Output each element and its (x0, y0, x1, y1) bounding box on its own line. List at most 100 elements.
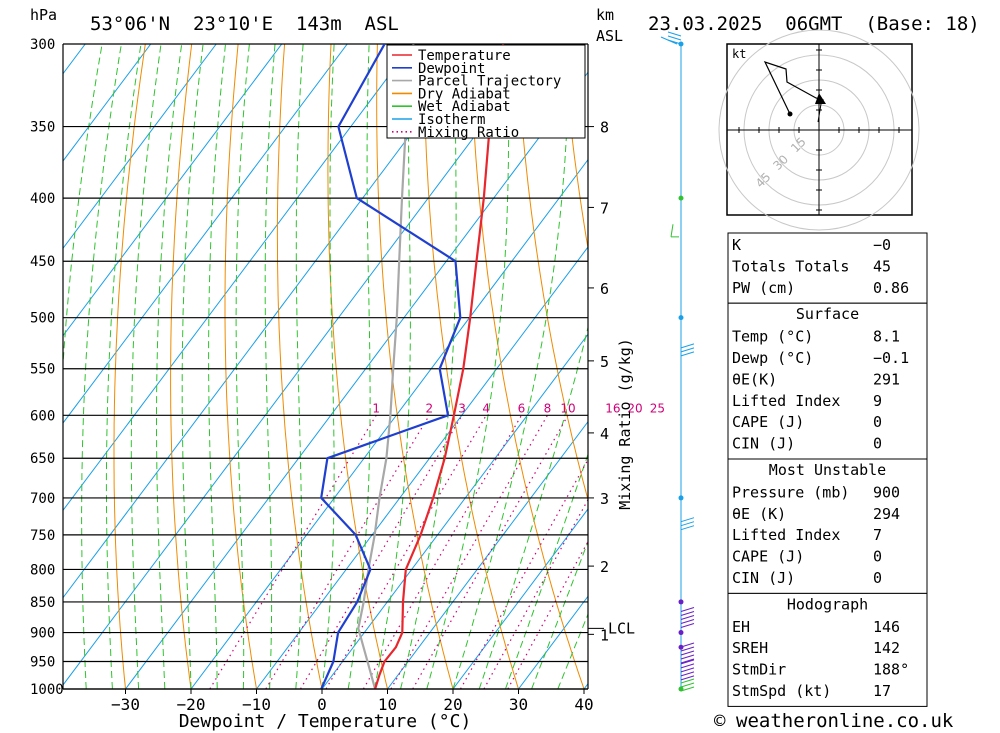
mixing-ratio-label: 8 (544, 401, 552, 415)
lcl-label: LCL (608, 619, 635, 637)
isotherm-line (452, 508, 588, 689)
hodograph-table-row-label: SREH (732, 639, 768, 657)
basic-indices-row-value: 45 (873, 257, 891, 275)
hodograph-table-row-label: StmDir (732, 661, 786, 679)
wind-barb (680, 646, 695, 652)
dewpoint-series (320, 44, 462, 689)
surface-table-row-label: CAPE (J) (732, 413, 804, 431)
wind-barb (667, 35, 682, 41)
wind-barb (680, 618, 695, 624)
wet-adiabat-line (181, 44, 204, 689)
wet-adiabat-line (531, 540, 588, 689)
isotherm-line (63, 44, 479, 599)
wet-adiabat-line (105, 44, 142, 689)
x-tick-label: 20 (443, 695, 462, 714)
mixing-ratio-line (209, 414, 377, 689)
basic-indices-row-value: 0.86 (873, 279, 909, 297)
copyright-symbol: © (714, 710, 726, 732)
km-tick-label: 8 (600, 119, 609, 137)
surface-table-row-value: 9 (873, 392, 882, 410)
wind-barb (680, 521, 695, 527)
most-unstable-table-row-value: 7 (873, 526, 882, 544)
wind-barb (680, 658, 695, 664)
mixing-ratio-label: 10 (560, 401, 575, 415)
pressure-tick-label: 300 (30, 37, 55, 53)
dry-adiabat-line (113, 44, 146, 689)
hodograph-surface-dot (787, 111, 793, 117)
most-unstable-table-row-value: 0 (873, 548, 882, 566)
wind-level-dot (678, 315, 684, 321)
asl-unit-label: ASL (596, 27, 623, 45)
wind-barb (680, 610, 695, 616)
hodograph-storm-vector (817, 103, 822, 123)
legend-label: Mixing Ratio (418, 125, 519, 141)
pressure-tick-label: 450 (30, 254, 55, 270)
pressure-tick-label: 1000 (30, 682, 64, 698)
wind-barb (680, 343, 695, 349)
pressure-tick-label: 400 (30, 191, 55, 207)
surface-table-box (727, 302, 928, 460)
wind-level-dot (678, 195, 684, 201)
wind-barb (680, 663, 695, 669)
x-tick-label: −30 (111, 695, 140, 714)
pressure-unit-label: hPa (30, 6, 57, 24)
wind-barb (680, 614, 695, 620)
dry-adiabat-line (224, 44, 257, 689)
wet-adiabat-line (295, 44, 304, 689)
hodograph-table-row-value: 17 (873, 682, 891, 700)
isotherm-line (321, 333, 588, 689)
hodograph-table-box (727, 592, 928, 707)
location-label: 53°06'N 23°10'E 143m ASL (90, 13, 399, 35)
legend-label: Wet Adiabat (418, 99, 511, 115)
x-tick-label: 0 (317, 695, 327, 714)
surface-table-row-label: CIN (J) (732, 435, 795, 453)
most-unstable-table-row-label: Pressure (mb) (732, 483, 849, 501)
wind-level-dot (678, 599, 684, 605)
surface-table-row-value: 291 (873, 370, 900, 388)
wind-level-dot (678, 644, 684, 650)
most-unstable-table-row-label: θE (K) (732, 505, 786, 523)
wind-barb (680, 659, 695, 665)
hodograph-storm-marker (815, 93, 826, 104)
pressure-tick-label: 950 (30, 655, 55, 671)
wind-barb (680, 678, 695, 684)
pressure-tick-label: 850 (30, 595, 55, 611)
wind-barb (680, 517, 695, 523)
most-unstable-table-row-value: 0 (873, 569, 882, 587)
basic-indices-row-label: Totals Totals (732, 257, 849, 275)
dry-adiabat-line (562, 44, 588, 251)
wind-barb (680, 606, 695, 612)
hodograph-unit-label: kt (732, 47, 746, 61)
dry-adiabat-line (934, 44, 1000, 689)
surface-table-row-value: 8.1 (873, 328, 900, 346)
wind-barb (680, 667, 695, 673)
wind-level-dot (678, 495, 684, 501)
skew-t-plot (63, 43, 1000, 690)
pressure-tick-label: 500 (30, 311, 55, 327)
x-tick-label: −20 (177, 695, 206, 714)
wind-barb (680, 642, 695, 648)
mixing-ratio-line (299, 414, 463, 689)
surface-table-title: Surface (796, 305, 859, 323)
km-tick-label: 1 (600, 626, 609, 644)
km-tick-label: 7 (600, 199, 609, 217)
surface-table-row-value: 0 (873, 435, 882, 453)
hodograph-table-row-value: 142 (873, 639, 900, 657)
mixing-ratio-line (265, 414, 430, 689)
wind-barb (670, 224, 674, 237)
wind-barb (680, 622, 695, 628)
wind-barb (680, 654, 695, 660)
wind-barb (667, 39, 682, 45)
wind-level-dot (678, 630, 684, 636)
wet-adiabat-line (452, 44, 570, 689)
wind-profile (660, 31, 695, 692)
x-tick-label: −10 (242, 695, 271, 714)
wet-adiabat-line (130, 44, 162, 689)
mixing-ratio-line (459, 458, 588, 689)
dry-adiabat-line (170, 44, 193, 689)
most-unstable-table-row-value: 294 (873, 505, 900, 523)
basic-indices-row-label: K (732, 236, 741, 254)
wind-barb (680, 351, 695, 357)
wet-adiabat-line (557, 612, 588, 689)
